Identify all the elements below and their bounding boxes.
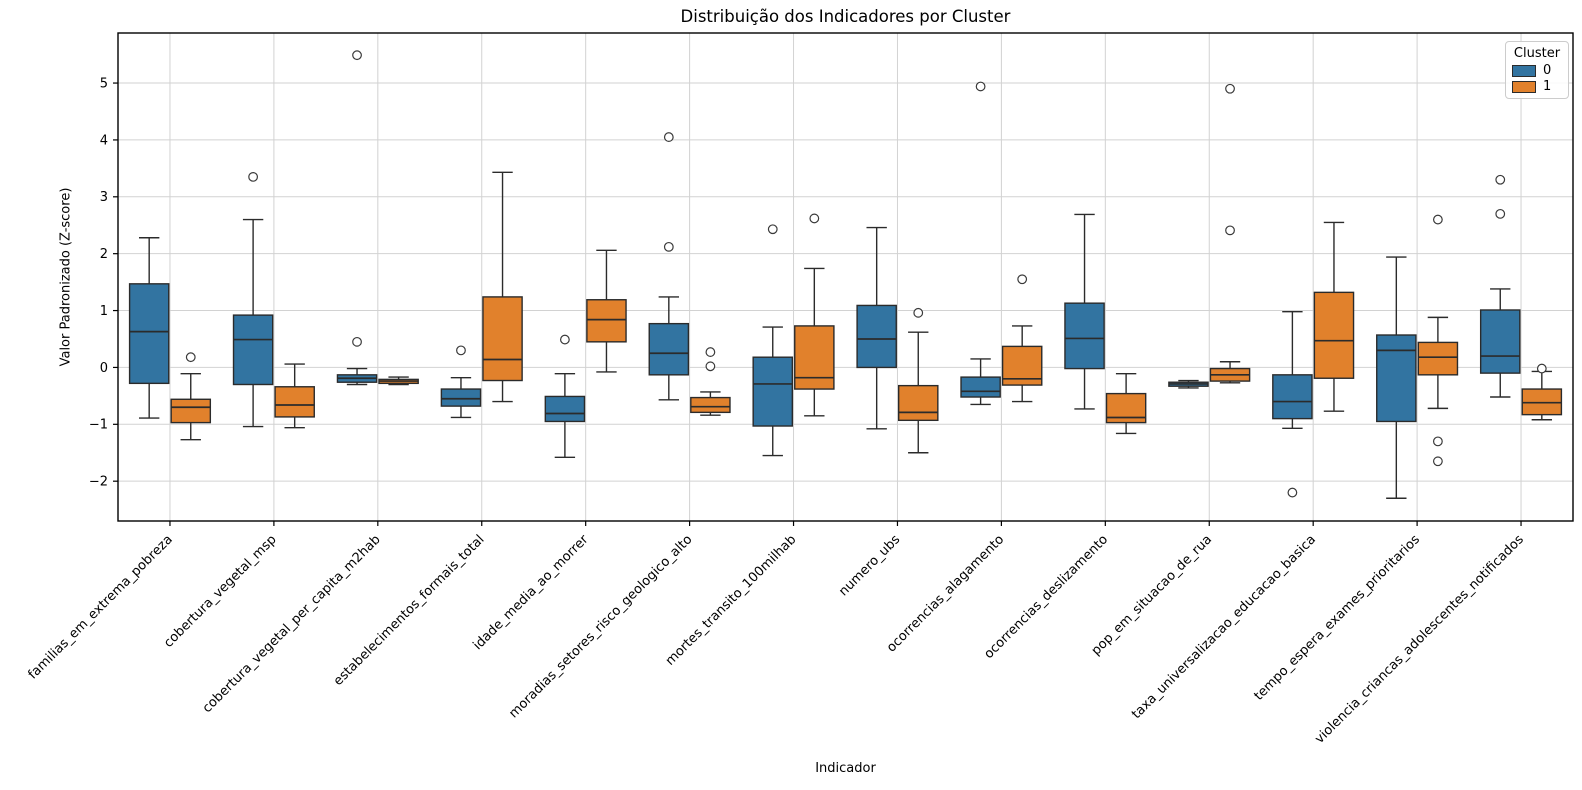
outlier-point — [1432, 214, 1443, 225]
legend-title: Cluster — [1513, 46, 1561, 61]
x-tick-label: cobertura_vegetal_msp — [161, 532, 280, 651]
box-cluster-0 — [856, 304, 897, 369]
y-tick-label: 5 — [100, 76, 108, 91]
x-tick-label: tempo_espera_exames_prioritarios — [1251, 532, 1423, 704]
box-cluster-0 — [1376, 334, 1417, 423]
box-cluster-1 — [170, 398, 212, 424]
plot-frame — [117, 32, 1574, 522]
legend: Cluster 0 1 — [1505, 41, 1569, 99]
outlier-point — [559, 334, 570, 345]
outlier-point — [1495, 174, 1506, 185]
x-tick-label: violencia_criancas_adolescentes_notifica… — [1312, 532, 1527, 747]
box-cluster-1 — [1313, 291, 1355, 379]
legend-entry-cluster-1: 1 — [1512, 79, 1562, 94]
box-cluster-1 — [586, 299, 627, 343]
box-cluster-0 — [648, 322, 690, 376]
box-cluster-1 — [482, 296, 523, 382]
chart-title: Distribuição dos Indicadores por Cluster — [680, 7, 1011, 26]
outlier-point — [767, 224, 778, 235]
legend-swatch-cluster-0 — [1512, 65, 1536, 77]
y-tick-label: 0 — [100, 361, 108, 376]
box-cluster-1 — [274, 386, 315, 418]
box-cluster-0 — [232, 314, 274, 386]
outlier-point — [1225, 83, 1235, 94]
outlier-point — [352, 50, 362, 61]
x-tick-label: idade_media_ao_morrer — [470, 532, 591, 653]
outlier-point — [809, 213, 820, 224]
box-cluster-0 — [752, 356, 794, 427]
legend-label-cluster-0: 0 — [1543, 63, 1552, 78]
box-cluster-1 — [1417, 341, 1459, 376]
x-tick-label: numero_ubs — [836, 532, 903, 599]
outlier-point — [663, 241, 674, 252]
box-cluster-0 — [1479, 309, 1521, 374]
y-tick-label: 4 — [100, 133, 108, 148]
outlier-point — [705, 361, 716, 372]
outlier-point — [1432, 456, 1443, 467]
outlier-point — [663, 132, 674, 142]
x-tick-label: moradias_setores_risco_geologico_alto — [506, 532, 695, 721]
legend-swatch-cluster-1 — [1512, 81, 1536, 93]
box-cluster-0 — [1272, 374, 1313, 420]
outlier-point — [248, 171, 259, 182]
y-tick-label: 1 — [100, 304, 108, 319]
outlier-point — [1536, 363, 1547, 374]
outlier-point — [975, 81, 986, 92]
x-tick-label: cobertura_vegetal_per_capita_m2hab — [200, 532, 384, 716]
outlier-point — [913, 307, 924, 318]
box-cluster-0 — [544, 395, 586, 423]
box-cluster-1 — [1521, 388, 1563, 416]
y-tick-label: −1 — [89, 418, 108, 433]
outlier-point — [705, 347, 716, 357]
y-tick-label: 3 — [100, 190, 108, 205]
outlier-point — [185, 352, 196, 363]
box-cluster-0 — [1064, 302, 1105, 370]
legend-entry-cluster-0: 0 — [1512, 63, 1562, 78]
outlier-point — [1225, 225, 1235, 236]
box-cluster-0 — [440, 388, 482, 407]
box-cluster-1 — [690, 396, 731, 414]
x-tick-label: pop_em_situacao_de_rua — [1089, 532, 1215, 658]
outlier-point — [352, 336, 362, 347]
x-tick-label: taxa_universalizacao_educacao_basica — [1129, 532, 1319, 722]
outlier-point — [456, 345, 466, 356]
x-axis-label: Indicador — [815, 761, 876, 776]
box-cluster-0 — [128, 283, 170, 385]
outlier-point — [1432, 436, 1443, 447]
outlier-point — [1287, 487, 1298, 498]
y-tick-label: 2 — [100, 247, 108, 262]
legend-label-cluster-1: 1 — [1543, 79, 1552, 94]
x-tick-label: ocorrencias_deslizamento — [981, 532, 1111, 662]
y-axis-label: Valor Padronizado (Z-score) — [58, 187, 74, 367]
box-cluster-0 — [960, 376, 1001, 398]
x-tick-label: ocorrencias_alagamento — [884, 532, 1007, 655]
box-cluster-1 — [897, 384, 939, 422]
box-cluster-1 — [794, 325, 835, 390]
x-tick-label: familias_em_extrema_pobreza — [26, 532, 176, 682]
outlier-point — [1495, 208, 1506, 219]
outlier-point — [1017, 274, 1028, 285]
y-tick-label: −2 — [89, 475, 108, 490]
